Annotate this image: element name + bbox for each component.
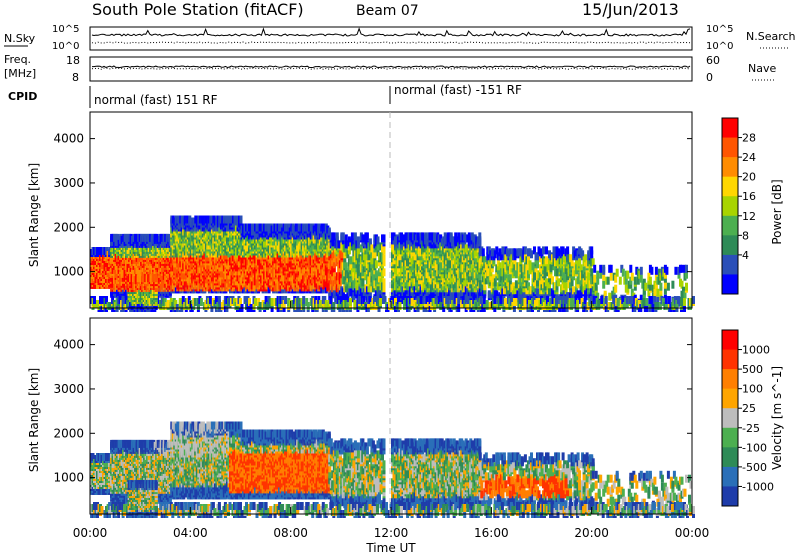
freq-label-1: Freq.: [4, 53, 31, 66]
range-time-figure: South Pole Station (fitACF) Beam 07 15/J…: [0, 0, 800, 554]
nsky-line: [92, 29, 690, 36]
freq-tick-top: 18: [66, 54, 80, 67]
cpid-segment-2: normal (fast) -151 RF: [394, 83, 522, 97]
freq-label-2: [MHz]: [4, 67, 36, 80]
cpid-strip: CPID normal (fast) 151 RF normal (fast) …: [8, 83, 522, 108]
station-title: South Pole Station (fitACF): [92, 0, 304, 19]
beam-title: Beam 07: [356, 3, 419, 19]
nsearch-tick-top: 10^5: [706, 24, 733, 35]
freq-line: [92, 66, 690, 68]
nsky-label: N.Sky: [4, 32, 36, 45]
nave-line: [92, 68, 690, 69]
cpid-segment-1: normal (fast) 151 RF: [94, 93, 218, 107]
nave-tick-top: 60: [706, 54, 720, 67]
nave-tick-bottom: 0: [706, 71, 713, 84]
freq-tick-bottom: 8: [72, 71, 79, 84]
nsearch-label: N.Search: [746, 30, 796, 43]
nsky-tick-bottom: 10^0: [52, 41, 79, 52]
power-data: [90, 216, 695, 313]
nsky-tick-top: 10^5: [52, 24, 79, 35]
nsearch-tick-bottom: 10^0: [706, 41, 733, 52]
noise-strip: N.Sky 10^5 10^0 10^5 10^0 N.Search: [4, 24, 796, 52]
cpid-label: CPID: [8, 90, 37, 103]
nave-label: Nave: [748, 62, 776, 75]
nsearch-line: [92, 42, 690, 43]
date-title: 15/Jun/2013: [582, 0, 679, 19]
freq-strip: Freq. [MHz] 18 8 60 0 Nave: [4, 53, 776, 84]
